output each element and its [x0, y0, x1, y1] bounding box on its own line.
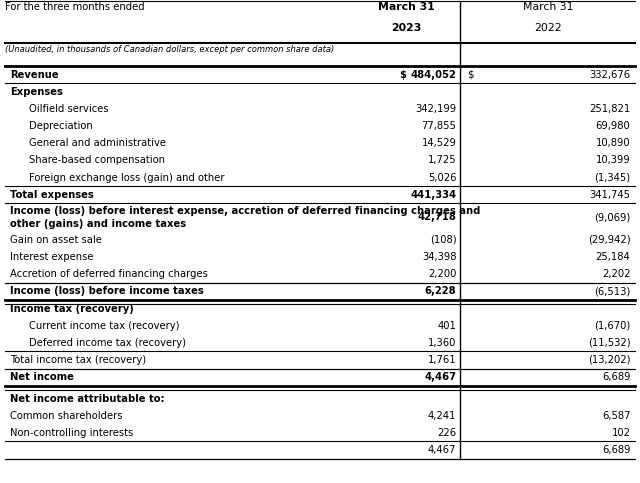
Text: 2,202: 2,202 [602, 269, 630, 279]
Text: 226: 226 [437, 428, 456, 438]
Text: 2023: 2023 [391, 23, 422, 33]
Text: 69,980: 69,980 [596, 121, 630, 131]
Text: Net income: Net income [10, 372, 74, 382]
Text: Total expenses: Total expenses [10, 190, 94, 200]
Text: 102: 102 [611, 428, 630, 438]
Text: 4,241: 4,241 [428, 411, 456, 421]
Text: Interest expense: Interest expense [10, 252, 93, 262]
Text: 6,689: 6,689 [602, 372, 630, 382]
Text: 2,200: 2,200 [428, 269, 456, 279]
Text: 441,334: 441,334 [410, 190, 456, 200]
Text: (Unaudited, in thousands of Canadian dollars, except per common share data): (Unaudited, in thousands of Canadian dol… [5, 45, 334, 54]
Text: 341,745: 341,745 [589, 190, 630, 200]
Text: General and administrative: General and administrative [29, 138, 166, 148]
Text: 5,026: 5,026 [428, 172, 456, 183]
Text: (29,942): (29,942) [588, 235, 630, 245]
Text: 251,821: 251,821 [589, 104, 630, 114]
Text: Non-controlling interests: Non-controlling interests [10, 428, 134, 438]
Text: 25,184: 25,184 [596, 252, 630, 262]
Text: (9,069): (9,069) [594, 213, 630, 222]
Text: Oilfield services: Oilfield services [29, 104, 109, 114]
Text: (6,513): (6,513) [594, 286, 630, 297]
Text: Current income tax (recovery): Current income tax (recovery) [29, 321, 180, 331]
Text: Income (loss) before interest expense, accretion of deferred financing charges a: Income (loss) before interest expense, a… [10, 206, 481, 216]
Text: 484,052: 484,052 [410, 70, 456, 80]
Text: 10,399: 10,399 [596, 156, 630, 166]
Text: (1,345): (1,345) [595, 172, 630, 183]
Text: (11,532): (11,532) [588, 338, 630, 348]
Text: Income (loss) before income taxes: Income (loss) before income taxes [10, 286, 204, 297]
Text: 4,467: 4,467 [428, 445, 456, 455]
Text: March 31: March 31 [524, 2, 573, 13]
Text: 6,228: 6,228 [425, 286, 456, 297]
Text: Net income attributable to:: Net income attributable to: [10, 394, 165, 404]
Text: Expenses: Expenses [10, 87, 63, 97]
Text: 332,676: 332,676 [589, 70, 630, 80]
Text: 342,199: 342,199 [415, 104, 456, 114]
Text: 4,467: 4,467 [424, 372, 456, 382]
Text: 1,360: 1,360 [428, 338, 456, 348]
Text: (13,202): (13,202) [588, 355, 630, 365]
Text: March 31: March 31 [378, 2, 435, 13]
Text: Foreign exchange loss (gain) and other: Foreign exchange loss (gain) and other [29, 172, 225, 183]
Text: Common shareholders: Common shareholders [10, 411, 123, 421]
Text: other (gains) and income taxes: other (gains) and income taxes [10, 219, 186, 229]
Text: For the three months ended: For the three months ended [5, 2, 145, 13]
Text: 1,725: 1,725 [428, 156, 456, 166]
Text: 6,689: 6,689 [602, 445, 630, 455]
Text: 1,761: 1,761 [428, 355, 456, 365]
Text: $: $ [399, 70, 406, 80]
Text: 42,718: 42,718 [417, 213, 456, 222]
Text: 6,587: 6,587 [602, 411, 630, 421]
Text: Total income tax (recovery): Total income tax (recovery) [10, 355, 147, 365]
Text: Gain on asset sale: Gain on asset sale [10, 235, 102, 245]
Text: 2022: 2022 [534, 23, 563, 33]
Text: Depreciation: Depreciation [29, 121, 93, 131]
Text: Income tax (recovery): Income tax (recovery) [10, 303, 134, 313]
Text: 10,890: 10,890 [596, 138, 630, 148]
Text: Share-based compensation: Share-based compensation [29, 156, 165, 166]
Text: 401: 401 [438, 321, 456, 331]
Text: 77,855: 77,855 [422, 121, 456, 131]
Text: Deferred income tax (recovery): Deferred income tax (recovery) [29, 338, 186, 348]
Text: (1,670): (1,670) [594, 321, 630, 331]
Text: 34,398: 34,398 [422, 252, 456, 262]
Text: (108): (108) [429, 235, 456, 245]
Text: $: $ [467, 70, 474, 80]
Text: Accretion of deferred financing charges: Accretion of deferred financing charges [10, 269, 208, 279]
Text: 14,529: 14,529 [422, 138, 456, 148]
Text: Revenue: Revenue [10, 70, 59, 80]
